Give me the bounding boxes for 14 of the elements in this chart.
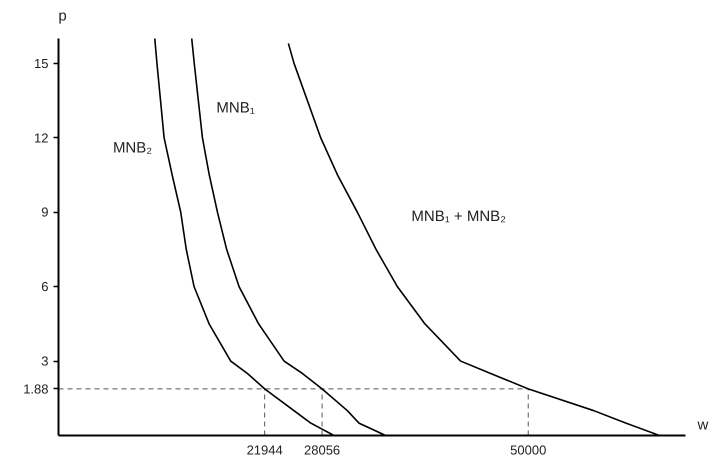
x-tick-label: 21944 [246,442,283,458]
y-tick-label: 12 [34,130,49,146]
y-tick-label: 15 [34,56,49,71]
x-tick-label: 50000 [510,442,546,458]
x-tick-label: 28056 [304,442,340,458]
y-axis-title: p [58,8,67,24]
y-tick-label: 6 [41,279,49,294]
series-label: MNB₁ [216,99,255,116]
x-axis-title: w [696,416,708,434]
y-tick-label: 3 [41,354,49,369]
text: MNB₁ + MNB₂ [411,208,506,226]
y-tick-label: 1.88 [23,381,49,396]
series-label: MNB₂ [112,139,152,156]
y-tick-label: 9 [41,204,49,220]
